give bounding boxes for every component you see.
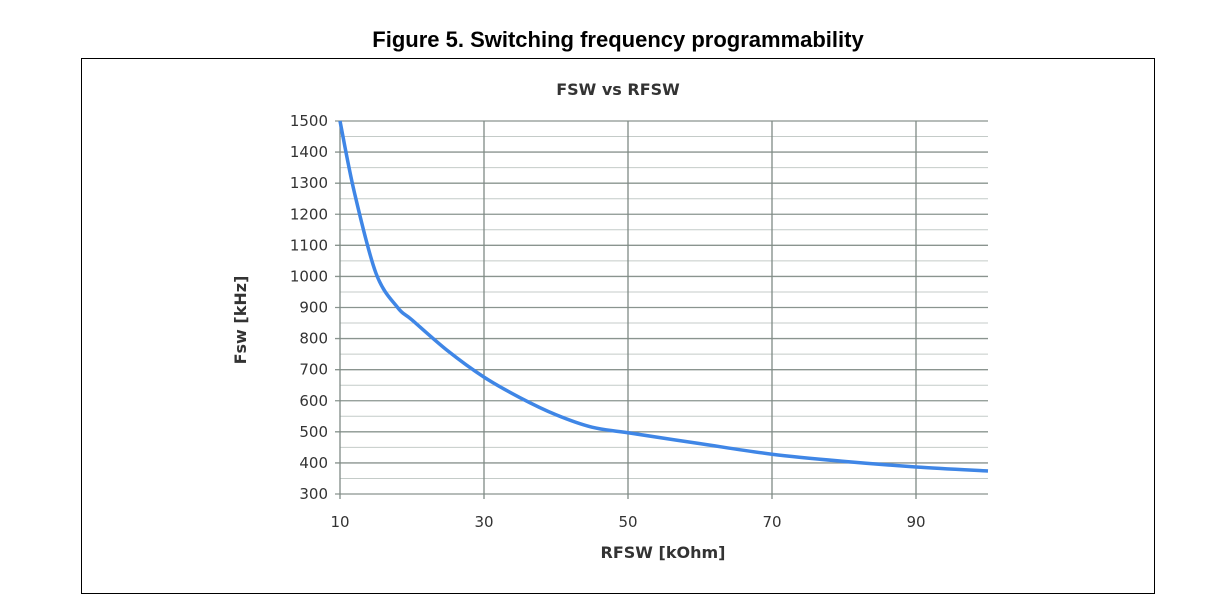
y-tick-label: 500: [299, 423, 328, 441]
y-tick-label: 1100: [290, 236, 328, 254]
series-group: [338, 120, 989, 473]
series-line: [338, 120, 989, 473]
chart-frame: [81, 58, 1155, 594]
x-tick-label: 50: [618, 513, 637, 531]
x-axis-label: RFSW [kOhm]: [601, 543, 726, 562]
x-tick-label: 10: [330, 513, 349, 531]
y-tick-label: 900: [299, 299, 328, 317]
y-tick-label: 300: [299, 485, 328, 503]
grid: [335, 120, 988, 499]
y-tick-label: 1200: [290, 205, 328, 223]
chart-title: FSW vs RFSW: [556, 80, 680, 99]
y-axis-label: Fsw [kHz]: [231, 276, 250, 365]
y-tick-label: 700: [299, 361, 328, 379]
y-tick-label: 800: [299, 330, 328, 348]
figure-title: Figure 5. Switching frequency programmab…: [372, 27, 864, 52]
y-tick-labels: 300 400 500 600 700 800 900 1000 1100 1200 1300 140…: [290, 112, 328, 503]
y-tick-label: 1400: [290, 143, 328, 161]
y-tick-label: 1000: [290, 267, 328, 285]
y-tick-label: 1300: [290, 174, 328, 192]
x-tick-label: 90: [906, 513, 925, 531]
x-tick-label: 70: [762, 513, 781, 531]
x-tick-labels: 10 30 50 70 90: [330, 513, 925, 531]
y-tick-label: 400: [299, 454, 328, 472]
y-tick-label: 1500: [290, 112, 328, 130]
y-tick-label: 600: [299, 392, 328, 410]
x-tick-label: 30: [474, 513, 493, 531]
